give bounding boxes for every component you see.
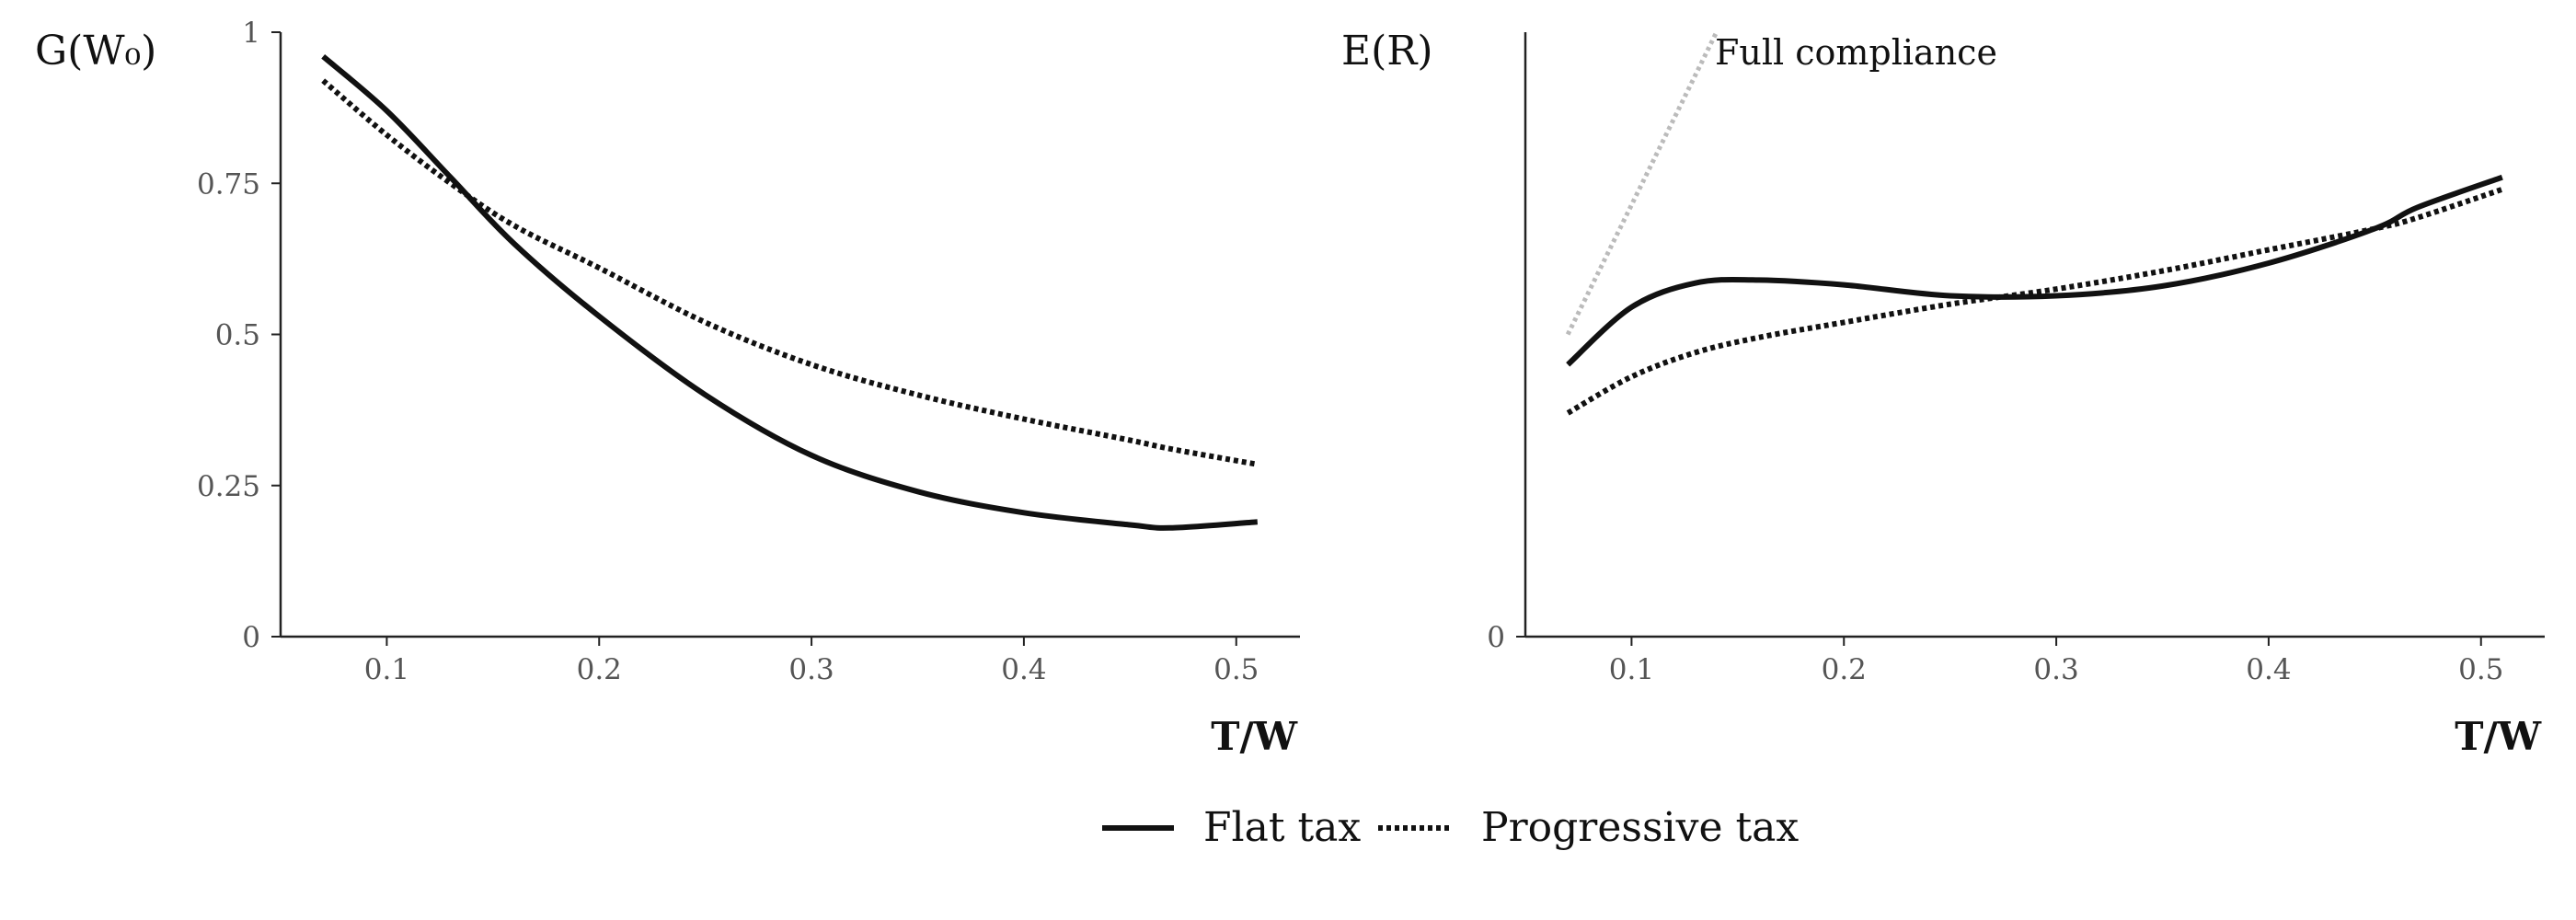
x-tick-label: 0.3 [2033, 653, 2078, 686]
y-tick-label: 0.75 [197, 167, 260, 201]
chart-expected-revenue: 0.1 0.2 0.3 0.4 0.5 0 E(R) T/W Full complianc… [1341, 28, 2545, 759]
legend-label-progressive: Progressive tax [1481, 804, 1799, 851]
legend: Flat tax Progressive tax [1102, 804, 1799, 851]
x-tick-label: 0.2 [577, 653, 622, 686]
series [1565, 30, 2503, 416]
x-tick-label: 0.1 [1609, 653, 1654, 686]
legend-label-flat: Flat tax [1203, 804, 1361, 851]
y-axis-label: G(W₀) [35, 28, 156, 75]
ticks: 0.1 0.2 0.3 0.4 0.5 0 0.25 0.5 0.75 1 [197, 17, 1259, 686]
y-tick-label: 0 [242, 621, 260, 654]
chart-g-w0: 0.1 0.2 0.3 0.4 0.5 0 0.25 0.5 0.75 1 G(W₀) T/W [35, 17, 1300, 759]
full-compliance-annotation: Full compliance [1715, 32, 1997, 73]
series-line-flat-tax [1566, 174, 2503, 367]
x-tick-label: 0.5 [2458, 653, 2503, 686]
x-axis-label: T/W [1211, 714, 1298, 759]
series-line-progressive-tax [321, 78, 1259, 467]
y-tick-label: 1 [242, 17, 260, 50]
y-tick-label: 0 [1487, 621, 1505, 654]
series-line-full-compliance [1565, 30, 1719, 336]
x-tick-label: 0.2 [1822, 653, 1867, 686]
x-axis-label: T/W [2455, 714, 2542, 759]
y-tick-label: 0.25 [197, 470, 260, 503]
ticks: 0.1 0.2 0.3 0.4 0.5 0 [1487, 621, 2503, 686]
series-line-flat-tax [321, 54, 1259, 531]
x-tick-label: 0.1 [364, 653, 409, 686]
x-tick-label: 0.4 [2246, 653, 2291, 686]
x-tick-label: 0.3 [788, 653, 834, 686]
series [321, 54, 1259, 531]
y-axis-label: E(R) [1341, 28, 1433, 75]
x-tick-label: 0.5 [1213, 653, 1259, 686]
y-tick-label: 0.5 [215, 319, 260, 352]
series-line-progressive-tax [1566, 186, 2503, 416]
x-tick-label: 0.4 [1001, 653, 1046, 686]
